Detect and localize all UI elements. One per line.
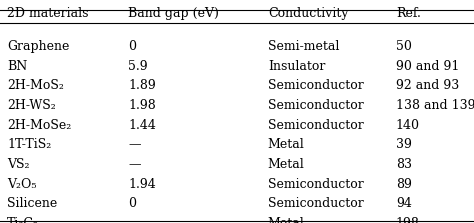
Text: 138 and 139: 138 and 139 [396,99,474,112]
Text: —: — [128,158,140,171]
Text: Conductivity: Conductivity [268,7,348,20]
Text: 1.94: 1.94 [128,178,156,190]
Text: Ref.: Ref. [396,7,420,20]
Text: 5.9: 5.9 [128,60,147,73]
Text: V₂O₅: V₂O₅ [7,178,36,190]
Text: Insulator: Insulator [268,60,325,73]
Text: 2H-MoS₂: 2H-MoS₂ [7,79,64,92]
Text: 0: 0 [128,197,136,210]
Text: 94: 94 [396,197,411,210]
Text: Metal: Metal [268,138,305,151]
Text: —: — [128,138,140,151]
Text: Semiconductor: Semiconductor [268,99,364,112]
Text: Silicene: Silicene [7,197,57,210]
Text: Semiconductor: Semiconductor [268,197,364,210]
Text: Ti₃C₂: Ti₃C₂ [7,217,39,223]
Text: 89: 89 [396,178,411,190]
Text: 2H-MoSe₂: 2H-MoSe₂ [7,119,72,132]
Text: Metal: Metal [268,158,305,171]
Text: Graphene: Graphene [7,40,70,53]
Text: 39: 39 [396,138,411,151]
Text: 0: 0 [128,40,136,53]
Text: Metal: Metal [268,217,305,223]
Text: Semiconductor: Semiconductor [268,79,364,92]
Text: Band gap (eV): Band gap (eV) [128,7,219,20]
Text: 2H-WS₂: 2H-WS₂ [7,99,56,112]
Text: Semi-metal: Semi-metal [268,40,339,53]
Text: Semiconductor: Semiconductor [268,178,364,190]
Text: Semiconductor: Semiconductor [268,119,364,132]
Text: 1T-TiS₂: 1T-TiS₂ [7,138,51,151]
Text: 1.44: 1.44 [128,119,156,132]
Text: —: — [128,217,140,223]
Text: 50: 50 [396,40,411,53]
Text: 2D materials: 2D materials [7,7,89,20]
Text: 83: 83 [396,158,412,171]
Text: BN: BN [7,60,27,73]
Text: 140: 140 [396,119,420,132]
Text: VS₂: VS₂ [7,158,29,171]
Text: 92 and 93: 92 and 93 [396,79,459,92]
Text: 198: 198 [396,217,419,223]
Text: 90 and 91: 90 and 91 [396,60,459,73]
Text: 1.98: 1.98 [128,99,156,112]
Text: 1.89: 1.89 [128,79,156,92]
